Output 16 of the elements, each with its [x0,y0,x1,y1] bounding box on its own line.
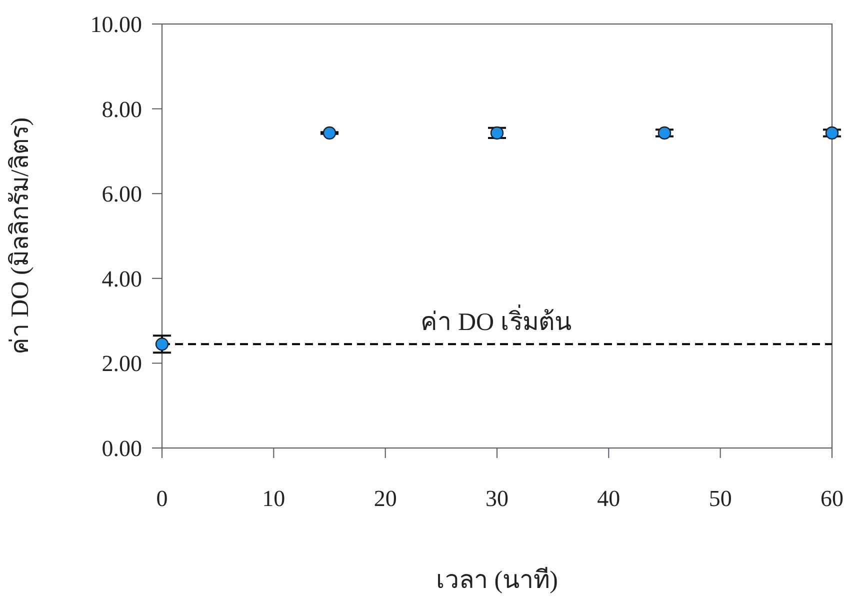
x-tick-label: 50 [708,486,732,511]
y-tick-label: 4.00 [102,266,142,292]
x-tick-label: 60 [820,486,844,511]
y-tick-label: 6.00 [102,182,142,207]
y-tick-label: 2.00 [102,351,142,376]
y-tick-label: 10.00 [90,12,142,37]
ref-line-label: ค่า DO เริ่มต้น [420,304,572,336]
y-tick-label: 0.00 [102,436,142,461]
x-axis-title: เวลา (นาที) [436,566,558,594]
x-tick-label: 30 [486,486,508,511]
y-axis-title: ค่า DO (มิลลิกรัม/ลิตร) [7,117,34,355]
x-tick-label: 10 [262,486,286,511]
y-tick-label: 8.00 [102,96,142,122]
x-tick-label: 20 [374,486,397,511]
x-tick-label: 0 [156,486,168,511]
x-tick-label: 40 [597,486,620,511]
